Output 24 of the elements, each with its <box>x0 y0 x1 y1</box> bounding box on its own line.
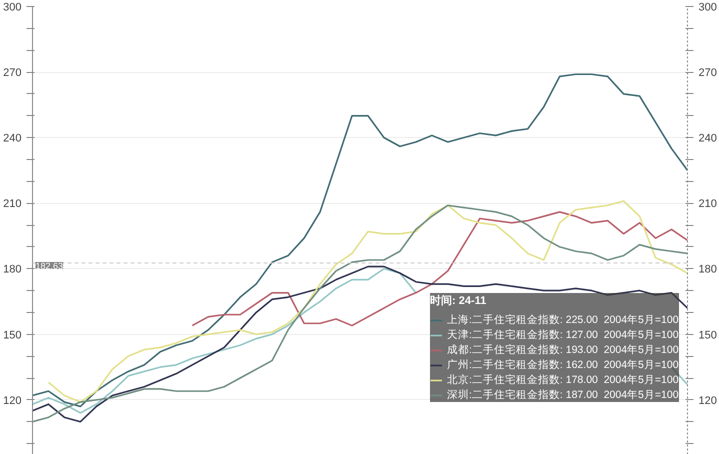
line-series <box>32 73 688 408</box>
legend-title: 时间: 24-11 <box>430 294 488 308</box>
y-tick-label: 300 <box>3 2 22 14</box>
legend-label: 广州:二手住宅租金指数: 162.00 2004年5月=100 <box>447 358 679 372</box>
ref-line-label: 182.63 <box>36 260 64 271</box>
line-series <box>191 211 688 326</box>
legend-label: 北京:二手住宅租金指数: 178.00 2004年5月=100 <box>447 373 679 387</box>
y2-tick-label: 180 <box>698 264 717 276</box>
legend-label: 成都:二手住宅租金指数: 193.00 2004年5月=100 <box>447 343 679 357</box>
legend-label: 上海:二手住宅租金指数: 225.00 2004年5月=100 <box>447 313 679 327</box>
y-tick-label: 240 <box>3 132 22 145</box>
y-tick-label: 150 <box>3 329 22 342</box>
legend-label: 深圳:二手住宅租金指数: 187.00 2004年5月=100 <box>447 388 679 402</box>
y2-tick-label: 120 <box>698 394 717 407</box>
y-tick-label: 210 <box>3 198 22 210</box>
y2-tick-label: 270 <box>698 67 717 80</box>
y2-tick-label: 240 <box>698 132 717 145</box>
y-tick-label: 180 <box>3 264 22 276</box>
y2-tick-label: 150 <box>698 329 717 342</box>
legend-label: 天津:二手住宅租金指数: 127.00 2004年5月=100 <box>447 328 679 342</box>
y2-tick-label: 210 <box>698 198 717 210</box>
y-tick-label: 270 <box>3 67 22 80</box>
y2-tick-label: 300 <box>698 2 717 14</box>
y-tick-label: 120 <box>3 394 22 407</box>
